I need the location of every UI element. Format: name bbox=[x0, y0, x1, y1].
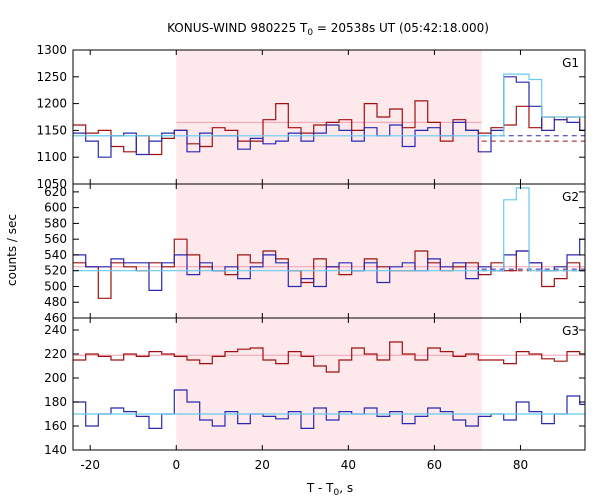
chart-title-main: KONUS-WIND 980225 T bbox=[167, 21, 308, 35]
y-tick-label: 500 bbox=[44, 279, 67, 293]
chart-title: KONUS-WIND 980225 T0 = 20538s UT (05:42:… bbox=[167, 21, 489, 38]
y-tick-label: 540 bbox=[44, 248, 67, 262]
x-axis-label-sub: 0 bbox=[334, 488, 340, 498]
x-tick-label: 40 bbox=[341, 458, 356, 472]
series-lightblue-g2 bbox=[73, 187, 585, 272]
x-tick-label: 20 bbox=[255, 458, 270, 472]
chart-title-rest: = 20538s UT (05:42:18.000) bbox=[313, 21, 489, 35]
y-tick-label: 1150 bbox=[36, 123, 67, 137]
y-tick-label: 160 bbox=[44, 419, 67, 433]
x-tick-label: -20 bbox=[80, 458, 100, 472]
x-axis-ticks: -20 0 20 40 60 80 bbox=[80, 458, 528, 472]
y-tick-label: 200 bbox=[44, 371, 67, 385]
y-tick-label: 1250 bbox=[36, 70, 67, 84]
x-axis-label-rest: , s bbox=[339, 481, 353, 495]
y-tick-label: 520 bbox=[44, 264, 67, 278]
y-tick-label: 1300 bbox=[36, 43, 67, 57]
y-axis-label: counts / sec bbox=[5, 214, 19, 286]
y-tick-label: 240 bbox=[44, 323, 67, 337]
series-blue-g3 bbox=[73, 389, 585, 429]
x-tick-label: 80 bbox=[513, 458, 528, 472]
panel-label: G3 bbox=[562, 324, 579, 338]
x-tick-label: 0 bbox=[172, 458, 180, 472]
shaded-interval bbox=[176, 50, 482, 184]
y-tick-label: 140 bbox=[44, 443, 67, 457]
shaded-interval bbox=[176, 318, 482, 450]
y-tick-label: 180 bbox=[44, 395, 67, 409]
chart-title-sub: 0 bbox=[307, 28, 313, 38]
series-lightblue-g1 bbox=[73, 73, 585, 137]
panel-frame bbox=[72, 317, 586, 451]
x-axis-label-main: T - T bbox=[306, 481, 334, 495]
panel-g1: 1050 1100 1150 1200 1250 1300 G1 bbox=[36, 43, 586, 191]
y-tick-label: 1050 bbox=[36, 177, 67, 191]
panel-label: G2 bbox=[562, 190, 579, 204]
y-tick-label: 220 bbox=[44, 347, 67, 361]
panel-label: G1 bbox=[562, 56, 579, 70]
y-tick-label: 1200 bbox=[36, 97, 67, 111]
y-tick-label: 480 bbox=[44, 295, 67, 309]
y-tick-label: 600 bbox=[44, 201, 67, 215]
x-axis-label: T - T0, s bbox=[306, 481, 353, 498]
y-tick-label: 1100 bbox=[36, 150, 67, 164]
y-tick-label: 460 bbox=[44, 311, 67, 325]
y-tick-label: 620 bbox=[44, 185, 67, 199]
panel-g3: 140 160 180 200 220 240 G3 bbox=[44, 317, 586, 457]
shaded-interval bbox=[176, 184, 482, 318]
series-red-g3 bbox=[73, 341, 585, 373]
y-tick-label: 560 bbox=[44, 232, 67, 246]
y-tick-label: 580 bbox=[44, 216, 67, 230]
x-tick-label: 60 bbox=[427, 458, 442, 472]
